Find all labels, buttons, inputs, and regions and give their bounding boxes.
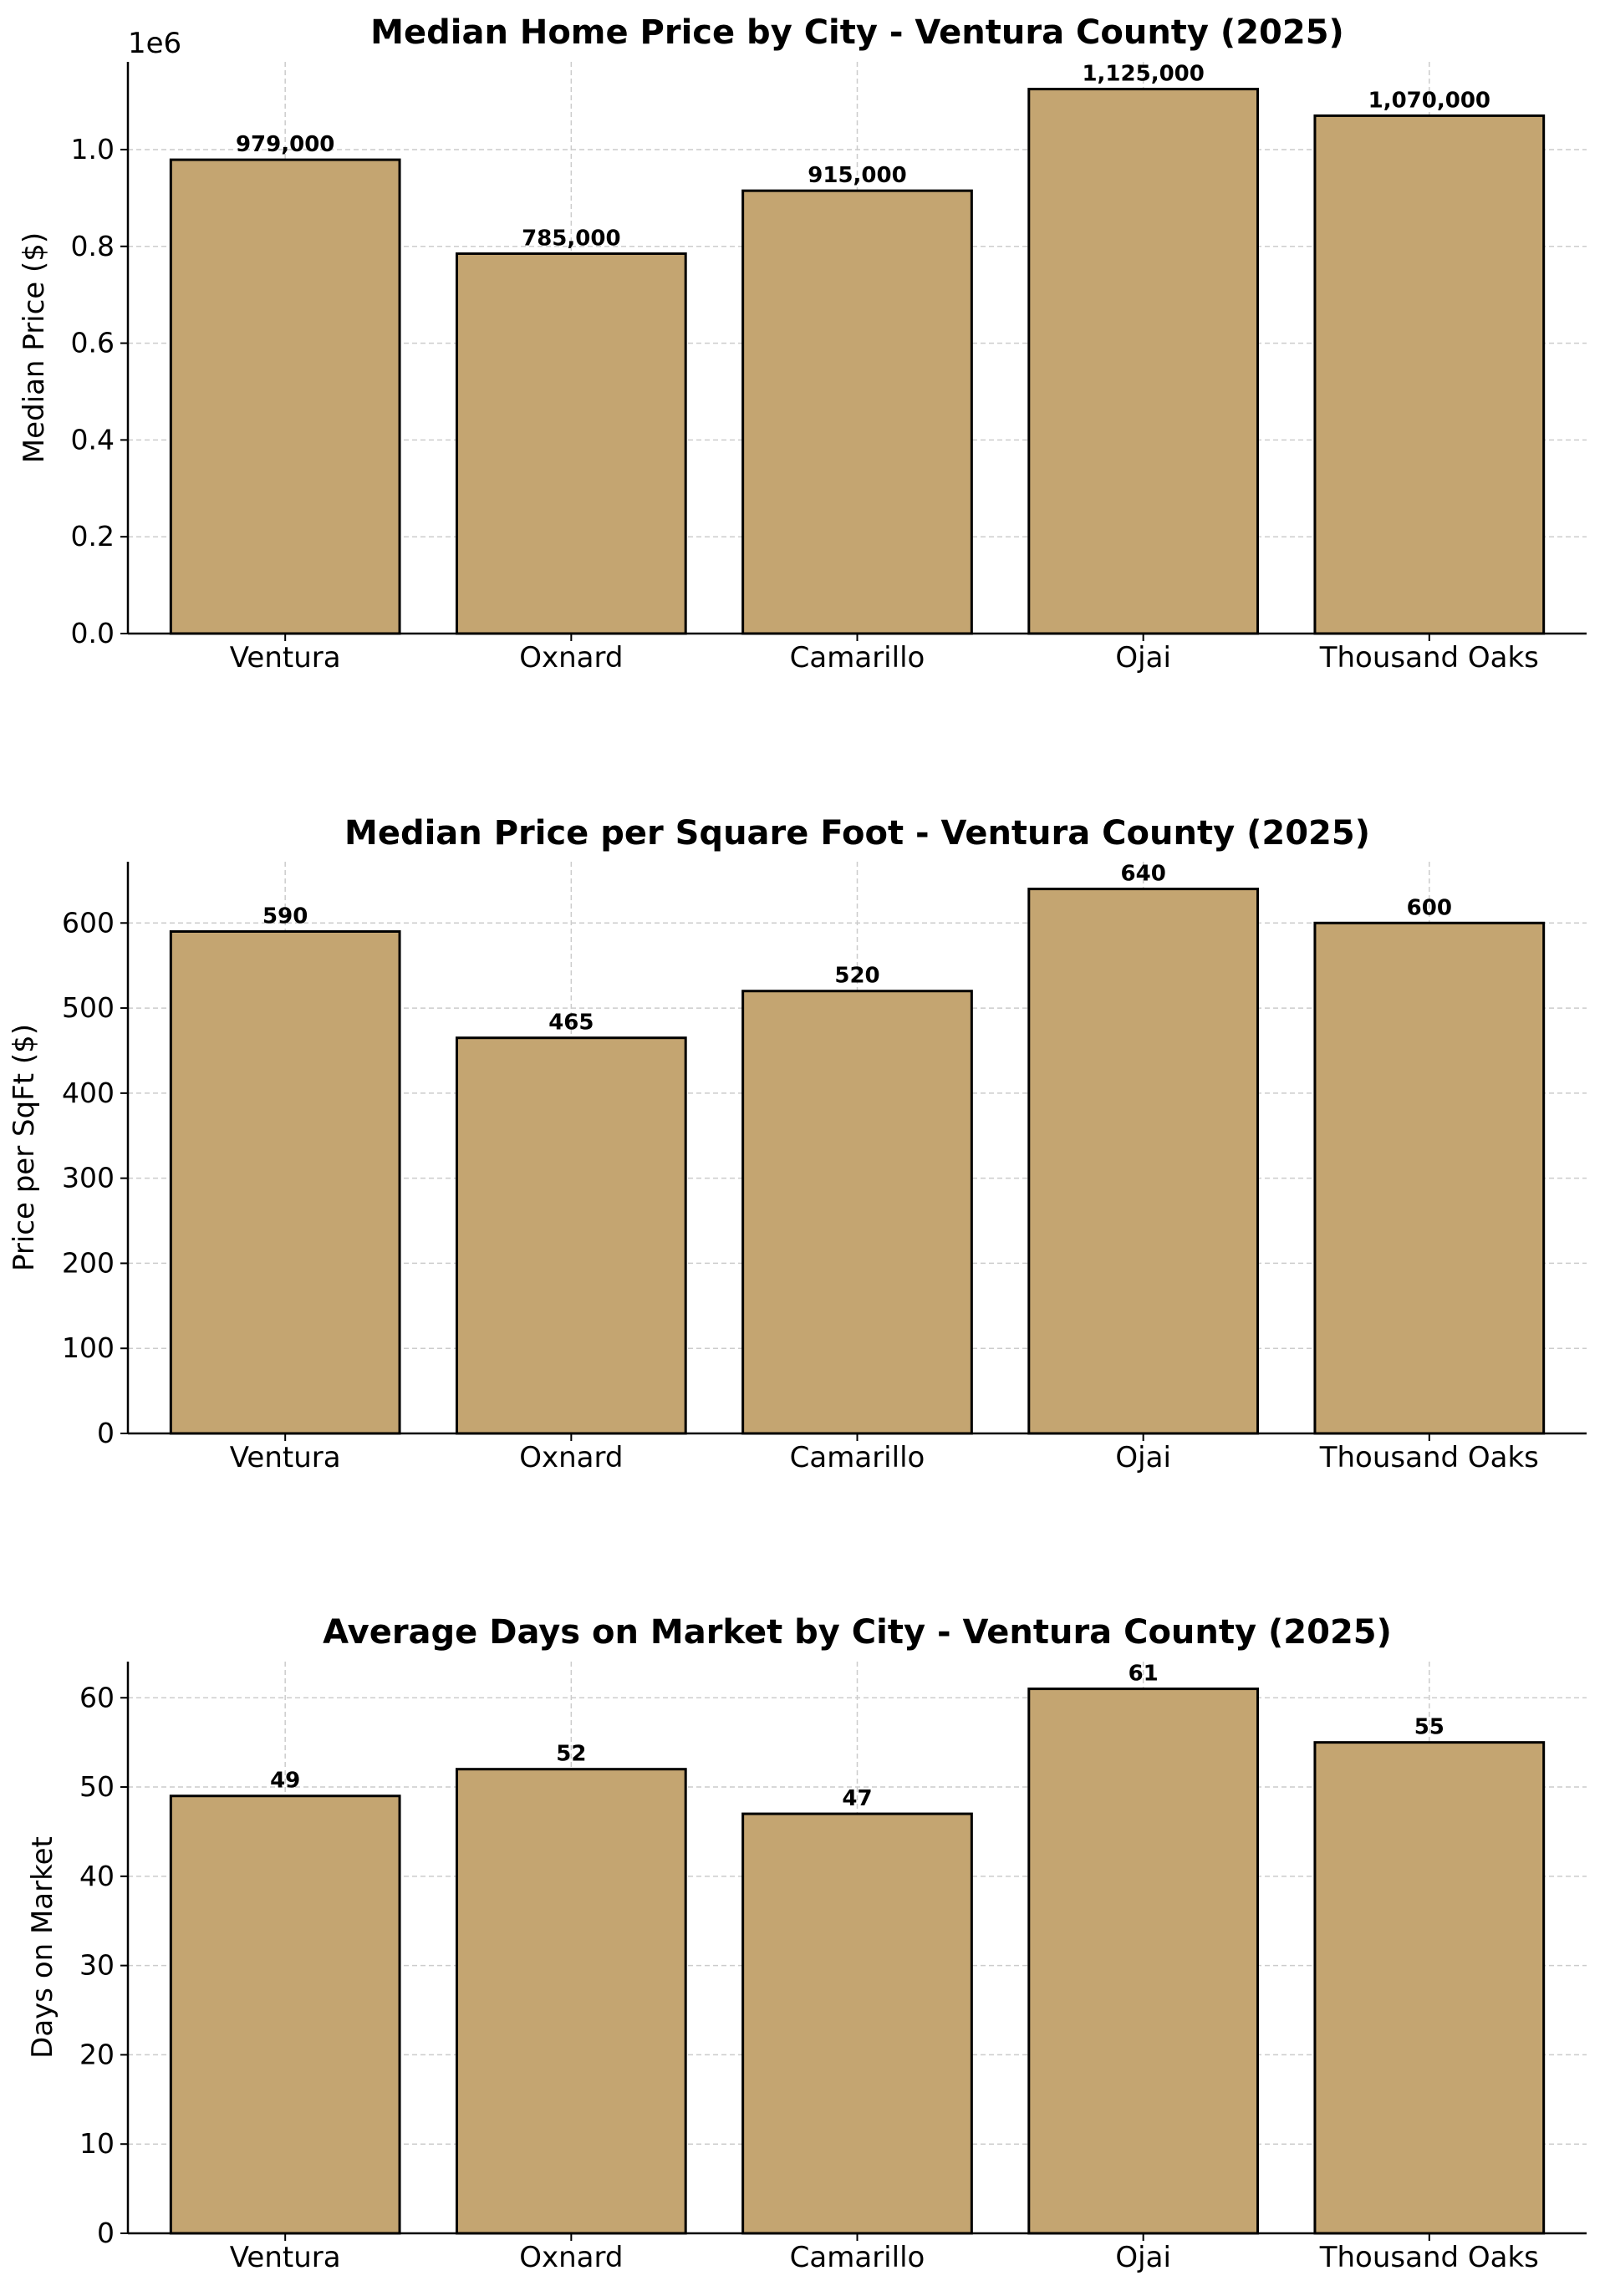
- bar-ventura: [169, 158, 401, 635]
- bar-camarillo: [741, 189, 973, 635]
- y-tick-label: 40: [79, 1860, 115, 1892]
- x-tick-label: Thousand Oaks: [1319, 641, 1539, 675]
- x-tick-label: Ojai: [1115, 2241, 1171, 2274]
- data-label: 1,125,000: [1082, 62, 1204, 87]
- bar-ojai: [1027, 1688, 1260, 2235]
- y-tick-label: 10: [79, 2127, 115, 2160]
- y-tick-label: 0.0: [71, 617, 115, 649]
- bar-ventura: [169, 1795, 401, 2235]
- bar-oxnard: [455, 1768, 687, 2235]
- y-tick-label: 500: [62, 991, 115, 1024]
- bar-oxnard: [455, 252, 687, 635]
- x-tick-label: Ojai: [1115, 1441, 1171, 1474]
- data-label: 915,000: [808, 163, 906, 188]
- y-tick-label: 1.0: [71, 133, 115, 165]
- bar-ojai: [1027, 888, 1260, 1435]
- y-offset-label: 1e6: [128, 27, 181, 60]
- bar-thousand-oaks: [1313, 114, 1546, 635]
- bar-ojai: [1027, 88, 1260, 635]
- data-label: 1,070,000: [1368, 88, 1490, 113]
- data-label: 979,000: [236, 132, 334, 157]
- y-tick-label: 60: [79, 1681, 115, 1713]
- x-tick-label: Ventura: [230, 1441, 341, 1474]
- x-tick-label: Camarillo: [790, 2241, 925, 2274]
- chart-3: 49 52 47 61 55 0 10 20 30 40 50 60 Ventura Oxnard Cama…: [26, 1613, 1587, 2274]
- chart-title: Median Home Price by City - Ventura Coun…: [370, 13, 1344, 52]
- y-tick-label: 200: [62, 1246, 115, 1279]
- y-tick-label: 0: [97, 1417, 115, 1449]
- bar-thousand-oaks: [1313, 1741, 1546, 2235]
- y-tick-label: 30: [79, 1949, 115, 1982]
- x-tick-label: Oxnard: [519, 2241, 623, 2274]
- y-tick-label: 600: [62, 906, 115, 939]
- y-tick-label: 0: [97, 2217, 115, 2249]
- y-axis-label: Median Price ($): [18, 232, 51, 463]
- y-tick-label: 100: [62, 1331, 115, 1364]
- y-tick-label: 0.2: [71, 520, 115, 552]
- y-tick-label: 0.8: [71, 230, 115, 262]
- y-axis-label: Days on Market: [26, 1836, 59, 2059]
- y-tick-label: 20: [79, 2038, 115, 2070]
- chart-title: Median Price per Square Foot - Ventura C…: [344, 814, 1370, 853]
- data-label: 600: [1407, 895, 1452, 920]
- data-label: 49: [270, 1769, 300, 1794]
- x-tick-label: Ventura: [230, 2241, 341, 2274]
- data-label: 465: [548, 1011, 594, 1036]
- chart-2: 590 465 520 640 600 0 100 200 300 400 500 600 Ventur…: [8, 814, 1587, 1474]
- bar-ventura: [169, 929, 401, 1435]
- y-tick-label: 50: [79, 1770, 115, 1803]
- bar-camarillo: [741, 990, 973, 1435]
- chart-1: 979,000 785,000 915,000 1,125,000 1,070,000 0…: [18, 13, 1587, 675]
- bar-oxnard: [455, 1036, 687, 1435]
- x-tick-label: Ventura: [230, 641, 341, 675]
- bar-camarillo: [741, 1812, 973, 2235]
- x-tick-label: Oxnard: [519, 1441, 623, 1474]
- data-label: 52: [556, 1742, 586, 1767]
- y-axis-label: Price per SqFt ($): [8, 1024, 41, 1271]
- x-tick-label: Camarillo: [790, 1441, 925, 1474]
- x-tick-label: Camarillo: [790, 641, 925, 675]
- bar-thousand-oaks: [1313, 921, 1546, 1435]
- data-label: 520: [834, 964, 879, 989]
- x-tick-label: Thousand Oaks: [1319, 1441, 1539, 1474]
- data-label: 47: [842, 1786, 872, 1811]
- data-label: 640: [1121, 862, 1166, 887]
- data-label: 55: [1414, 1715, 1444, 1740]
- data-label: 61: [1129, 1662, 1159, 1687]
- x-tick-label: Oxnard: [519, 641, 623, 675]
- x-tick-label: Ojai: [1115, 641, 1171, 675]
- y-tick-label: 400: [62, 1077, 115, 1109]
- x-tick-label: Thousand Oaks: [1319, 2241, 1539, 2274]
- y-tick-label: 0.4: [71, 423, 115, 456]
- data-label: 785,000: [522, 226, 620, 251]
- y-tick-label: 0.6: [71, 327, 115, 359]
- data-label: 590: [262, 904, 308, 929]
- y-tick-label: 300: [62, 1162, 115, 1194]
- chart-title: Average Days on Market by City - Ventura…: [323, 1613, 1392, 1652]
